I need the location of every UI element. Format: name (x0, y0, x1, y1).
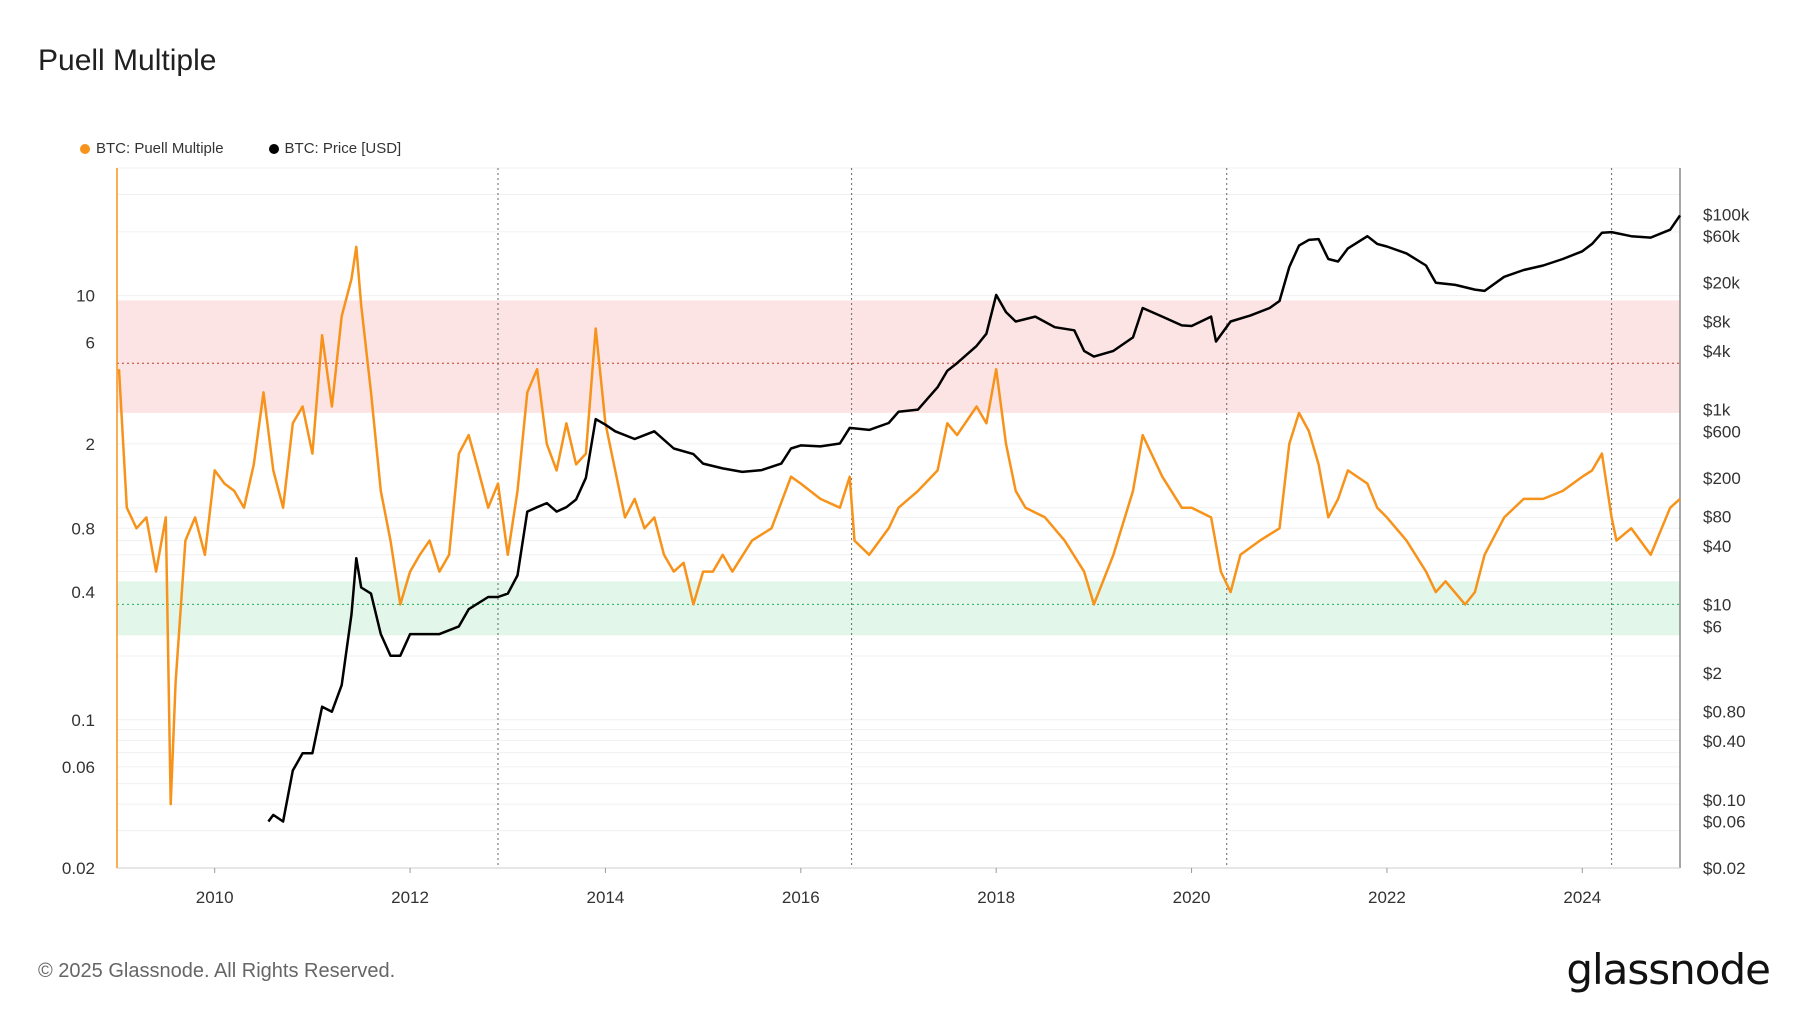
glassnode-logo: glassnode (1566, 945, 1771, 994)
y-left-tick-label: 10 (76, 287, 95, 306)
y-right-tick-label: $10 (1703, 596, 1731, 615)
y-left-tick-label: 0.4 (71, 583, 95, 602)
y-right-tick-label: $0.10 (1703, 791, 1746, 810)
y-right-tick-label: $80 (1703, 508, 1731, 527)
y-right-tick-label: $0.02 (1703, 859, 1746, 878)
y-right-tick-label: $6 (1703, 617, 1722, 636)
legend-dot-price (268, 143, 279, 154)
y-right-tick-label: $60k (1703, 227, 1740, 246)
x-tick-label: 2014 (587, 888, 625, 907)
legend-dot-puell (80, 143, 90, 154)
y-right-tick-label: $0.06 (1703, 812, 1746, 831)
y-right-tick-label: $600 (1703, 422, 1741, 441)
y-right-tick-label: $4k (1703, 342, 1731, 361)
y-right-tick-label: $8k (1703, 313, 1731, 332)
x-tick-label: 2012 (391, 888, 429, 907)
x-tick-label: 2016 (782, 888, 820, 907)
y-right-tick-label: $100k (1703, 206, 1750, 225)
y-left-tick-label: 6 (86, 334, 95, 353)
copyright-text: © 2025 Glassnode. All Rights Reserved. (38, 960, 396, 982)
legend-label-puell: BTC: Puell Multiple (96, 140, 224, 157)
y-right-tick-label: $1k (1703, 401, 1731, 420)
chart-title: Puell Multiple (38, 44, 217, 77)
y-left-tick-label: 0.06 (62, 758, 95, 777)
y-left-tick-label: 0.1 (71, 711, 95, 730)
y-right-tick-label: $0.80 (1703, 703, 1746, 722)
x-tick-label: 2010 (196, 888, 234, 907)
series-line-price (267, 214, 1682, 823)
band-overvalued (117, 300, 1680, 413)
legend: BTC: Puell Multiple BTC: Price [USD] (80, 140, 401, 157)
x-tick-label: 2018 (977, 888, 1015, 907)
x-tick-label: 2024 (1563, 888, 1601, 907)
y-right-tick-label: $0.40 (1703, 732, 1746, 751)
y-right-tick-label: $20k (1703, 274, 1740, 293)
y-left-tick-label: 0.8 (71, 519, 95, 538)
band-undervalued (117, 581, 1680, 636)
x-tick-label: 2020 (1173, 888, 1211, 907)
series-line-puell (117, 245, 1681, 806)
y-right-tick-label: $40 (1703, 537, 1731, 556)
x-tick-label: 2022 (1368, 888, 1406, 907)
y-right-tick-label: $200 (1703, 469, 1741, 488)
plot-area (116, 167, 1681, 869)
y-left-tick-label: 2 (86, 435, 95, 454)
legend-label-price: BTC: Price [USD] (284, 140, 402, 157)
y-left-tick-label: 0.02 (62, 859, 95, 878)
y-right-tick-label: $2 (1703, 664, 1722, 683)
legend-item-puell[interactable]: BTC: Puell Multiple (80, 140, 224, 157)
legend-item-price[interactable]: BTC: Price [USD] (268, 140, 402, 157)
